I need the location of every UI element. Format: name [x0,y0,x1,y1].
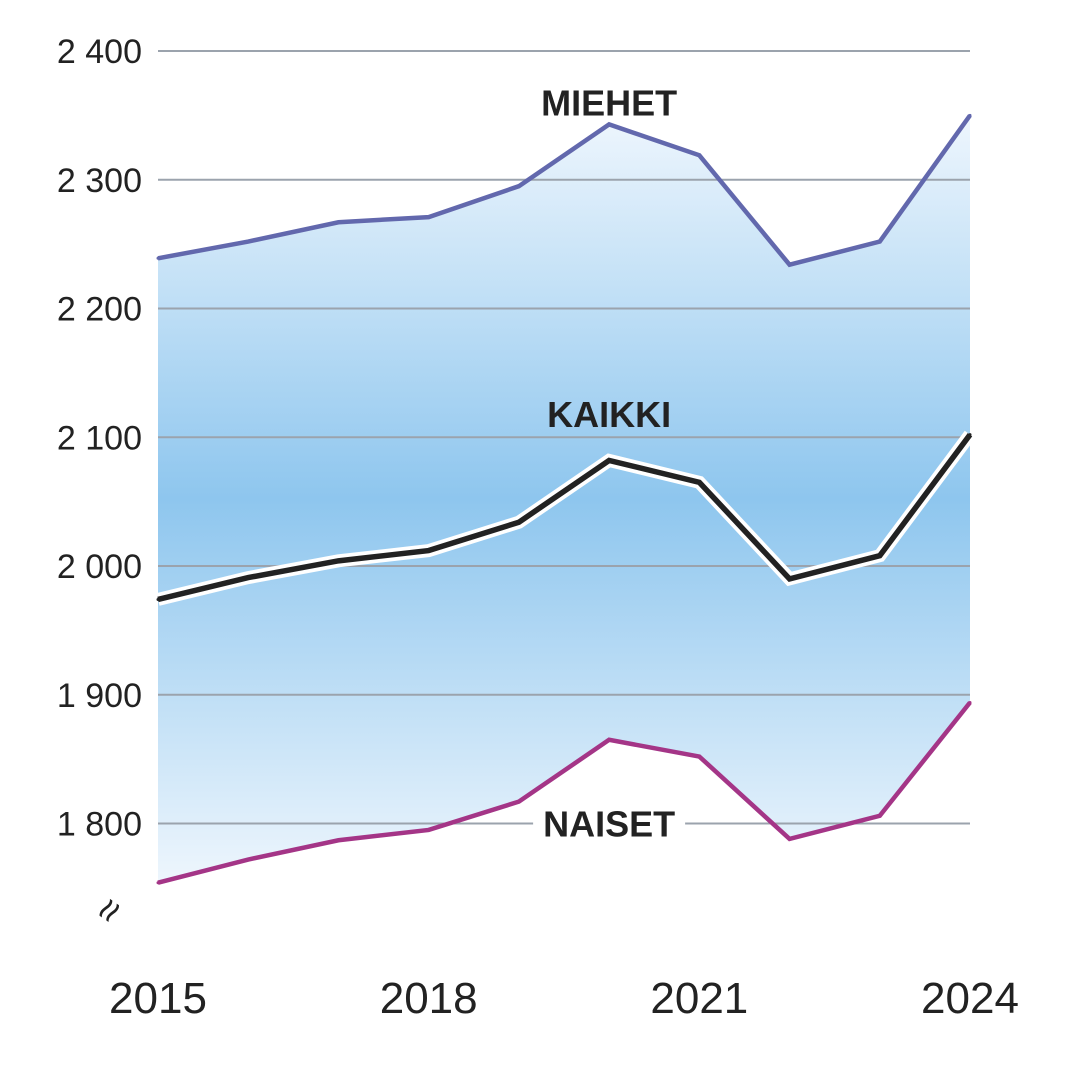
data-point-naiset-2021 [697,755,701,759]
axis-break-symbol: ≈ [85,889,134,932]
data-point-kaikki-2016 [246,576,250,580]
data-point-kaikki-2019 [517,520,521,524]
x-tick-label: 2021 [650,974,748,1023]
data-point-naiset-2018 [427,828,431,832]
y-tick-label: 2 000 [57,548,142,586]
data-point-miehet-2016 [246,240,250,244]
data-point-kaikki-2023 [878,554,882,558]
x-tick-label: 2015 [109,974,207,1023]
data-point-naiset-2016 [246,858,250,862]
series-line-kaikki [157,433,973,603]
data-point-miehet-2024 [968,113,972,117]
data-point-naiset-2019 [517,800,521,804]
data-point-kaikki-2015 [156,597,160,601]
data-point-kaikki-2024 [968,433,972,437]
x-tick-label: 2024 [921,974,1019,1023]
data-point-miehet-2017 [336,220,340,224]
series-line-naiset [157,701,972,885]
x-tick-label: 2018 [380,974,478,1023]
data-point-miehet-2021 [697,153,701,157]
data-point-miehet-2022 [788,263,792,267]
data-point-miehet-2020 [607,122,611,126]
data-point-miehet-2019 [517,184,521,188]
data-point-naiset-2015 [156,881,160,885]
y-tick-label: 1 900 [57,677,142,715]
data-point-miehet-2015 [156,256,160,260]
data-point-naiset-2017 [336,838,340,842]
y-tick-label: 2 300 [57,162,142,200]
data-point-kaikki-2020 [607,458,611,462]
y-tick-label: 2 100 [57,419,142,457]
data-point-kaikki-2017 [336,559,340,563]
series-label-bg-naiset [533,799,686,848]
data-point-miehet-2023 [878,240,882,244]
series-label-miehet: MIEHET [541,83,677,124]
data-point-naiset-2024 [968,700,972,704]
data-point-kaikki-2021 [697,480,701,484]
data-point-naiset-2020 [607,738,611,742]
series-label-kaikki: KAIKKI [547,394,671,435]
y-tick-label: 2 200 [57,291,142,329]
y-tick-label: 2 400 [57,33,142,71]
data-point-kaikki-2018 [427,549,431,553]
series-line-miehet [157,114,972,268]
data-point-naiset-2022 [788,837,792,841]
data-point-miehet-2018 [427,215,431,219]
y-tick-label: 1 800 [57,806,142,844]
series-label-naiset: NAISET [543,804,675,845]
data-point-naiset-2023 [878,814,882,818]
data-point-kaikki-2022 [788,577,792,581]
